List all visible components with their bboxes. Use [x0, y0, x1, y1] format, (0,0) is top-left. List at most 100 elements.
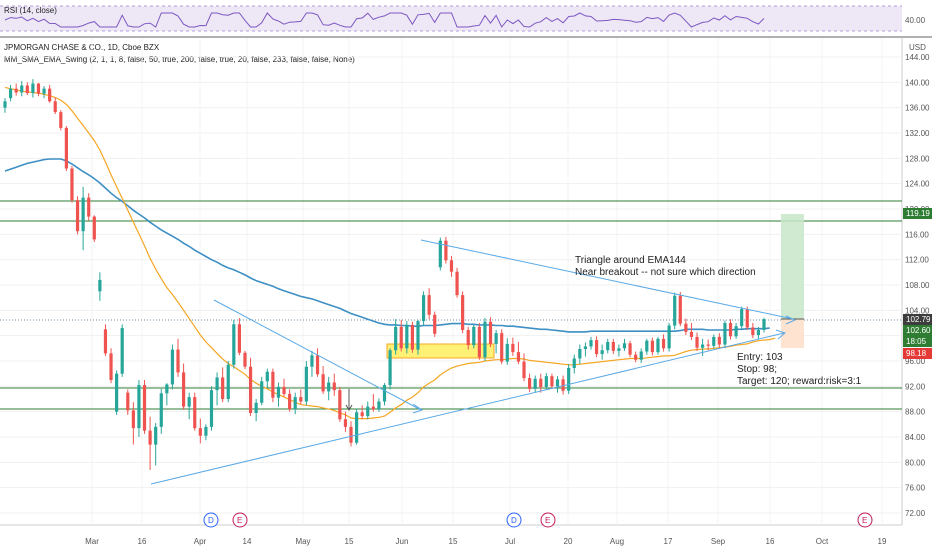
candle-up [115, 373, 119, 412]
candle-up [483, 321, 487, 358]
candle-up [583, 346, 588, 349]
candle-down [338, 390, 342, 420]
candle-up [701, 344, 705, 348]
candle-down [14, 88, 18, 93]
candle-up [617, 348, 621, 351]
candle-down [371, 406, 375, 410]
y-tick-label: 136.00 [905, 104, 930, 113]
y-tick-label: 108.00 [905, 281, 930, 290]
candle-down [299, 397, 303, 402]
triangle-lower-arrowhead [775, 329, 786, 340]
candle-down [48, 88, 52, 102]
candle-down [466, 329, 470, 346]
candle-down [87, 197, 91, 217]
candle-up [606, 342, 610, 351]
candle-up [438, 240, 442, 268]
candle-down [511, 343, 515, 353]
candle-down [695, 336, 699, 348]
candle-up [645, 340, 649, 352]
candle-up [254, 402, 258, 413]
candle-up [405, 324, 409, 349]
candle-down [528, 378, 532, 389]
price-tag-label: 102.79 [906, 315, 931, 324]
candle-down [751, 327, 755, 336]
candle-down [717, 336, 721, 345]
x-tick-label: Jul [505, 537, 515, 546]
candle-down [237, 324, 241, 353]
candle-up [20, 85, 24, 93]
candle-down [634, 354, 638, 360]
candle-up [81, 197, 85, 232]
candle-down [148, 430, 152, 445]
triangle-note-line1: Triangle around EMA144 [575, 255, 686, 266]
candle-down [64, 127, 68, 169]
candle-down [360, 412, 364, 417]
earnings-event-icon[interactable] [857, 512, 873, 528]
dividend-event-icon[interactable] [203, 512, 219, 528]
dividend-event-icon[interactable] [506, 512, 522, 528]
y-tick-label: 92.00 [905, 382, 926, 391]
earnings-event-icon[interactable] [232, 512, 248, 528]
y-tick-label: 88.00 [905, 408, 926, 417]
stop-note: Stop: 98; [737, 364, 777, 375]
price-tag-label: 102.60 [906, 326, 931, 335]
candle-up [762, 319, 766, 330]
candle-down [433, 314, 437, 334]
candle-up [260, 381, 264, 403]
earnings-event-icon[interactable] [540, 512, 556, 528]
candle-down [126, 392, 130, 411]
x-tick-label: Oct [816, 537, 829, 546]
candle-up [31, 83, 35, 94]
candle-down [53, 101, 57, 113]
candle-up [276, 386, 281, 398]
candle-down [650, 340, 654, 353]
candle-up [734, 326, 738, 337]
price-tag-bg [903, 208, 932, 219]
event-markers[interactable]: D E D E E [203, 512, 873, 528]
y-tick-label: 76.00 [905, 484, 926, 493]
candle-down [689, 331, 694, 337]
candle-up [8, 88, 13, 99]
event-label: D [208, 516, 214, 525]
x-tick-label: May [295, 537, 310, 546]
candle-down [243, 352, 247, 367]
candle-up [667, 325, 671, 349]
candle-down [539, 378, 543, 387]
candle-up [494, 333, 498, 344]
candle-down [455, 271, 459, 296]
candle-up [578, 348, 582, 359]
ema-short-line [4, 86, 776, 420]
x-tick-label: 20 [564, 537, 573, 546]
price-tags: 119.19 102.79 102.60 18:05 98.18 [903, 208, 932, 359]
candle-down [248, 366, 253, 413]
candle-up [740, 309, 744, 327]
triangle-upper-arrowhead [785, 315, 797, 325]
candle-down [193, 397, 197, 429]
candle-up [354, 412, 359, 443]
price-tag-bg [903, 314, 932, 325]
candle-up [723, 323, 727, 345]
rsi-pane: RSI (14, close) 40.00 [0, 5, 932, 38]
candle-down [343, 419, 348, 427]
rsi-line [4, 12, 765, 28]
candle-down [221, 377, 225, 399]
candles [3, 79, 766, 470]
candle-down [488, 321, 493, 344]
y-tick-label: 140.00 [905, 78, 930, 87]
price-tag-bg [903, 348, 932, 359]
candle-up [304, 366, 308, 402]
y-tick-label: 72.00 [905, 509, 926, 518]
candle-down [561, 379, 565, 391]
event-label: D [511, 516, 517, 525]
price-axis-bg [902, 38, 932, 550]
x-tick-label: 15 [449, 537, 458, 546]
falling-wedge-trendline [213, 299, 422, 411]
y-tick-label: 84.00 [905, 433, 926, 442]
candle-up [327, 382, 331, 392]
candle-up [204, 426, 208, 436]
candle-up [555, 379, 560, 387]
reward-zone [781, 214, 804, 319]
x-tick-label: 16 [766, 537, 775, 546]
x-tick-label: 19 [878, 537, 887, 546]
